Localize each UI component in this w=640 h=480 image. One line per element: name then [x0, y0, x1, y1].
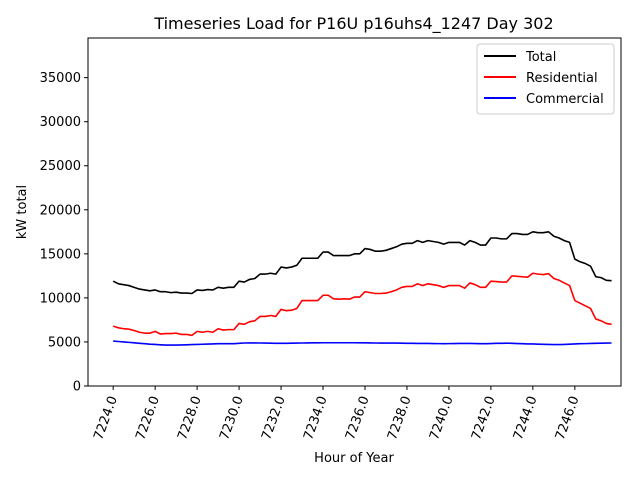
- x-tick-label: 7236.0: [343, 394, 373, 442]
- y-tick-label: 10000: [40, 291, 81, 306]
- x-tick-label: 7244.0: [511, 394, 541, 442]
- chart-title: Timeseries Load for P16U p16uhs4_1247 Da…: [153, 14, 553, 34]
- y-tick-label: 30000: [40, 115, 81, 130]
- y-tick-label: 35000: [40, 71, 81, 86]
- y-tick-label: 15000: [40, 247, 81, 262]
- x-tick-label: 7240.0: [427, 394, 457, 442]
- x-tick-label: 7226.0: [133, 394, 163, 442]
- series-line-commercial: [113, 340, 612, 346]
- legend-label-residential: Residential: [526, 71, 598, 86]
- y-tick-label: 25000: [40, 159, 81, 174]
- x-tick-label: 7234.0: [301, 394, 331, 442]
- x-tick-label: 7228.0: [175, 394, 205, 442]
- legend-label-commercial: Commercial: [526, 92, 604, 107]
- series-layer: [112, 231, 612, 346]
- legend-frame: [476, 43, 615, 115]
- x-tick-label: 7232.0: [259, 394, 289, 442]
- series-line-total: [112, 231, 612, 295]
- y-tick-label: 5000: [48, 335, 81, 350]
- x-axis-ticks: 7224.0 7226.0 7228.0 7230.0 7232.0 7234.0 7236…: [91, 386, 583, 442]
- x-tick-label: 7230.0: [217, 394, 247, 442]
- x-tick-label: 7238.0: [385, 394, 415, 442]
- x-tick-label: 7224.0: [91, 394, 121, 442]
- x-tick-label: 7242.0: [469, 394, 499, 442]
- y-axis-label: kW total: [15, 185, 30, 239]
- legend: Total Residential Commercial: [476, 43, 615, 115]
- series-line-residential: [112, 272, 612, 337]
- plot-area-frame: [87, 37, 622, 387]
- y-tick-label: 0: [73, 380, 81, 395]
- x-tick-label: 7246.0: [553, 394, 583, 442]
- legend-label-total: Total: [525, 50, 556, 65]
- x-axis-label: Hour of Year: [314, 451, 394, 466]
- y-tick-label: 20000: [40, 203, 81, 218]
- y-axis-ticks: 0 5000 10000 15000 20000 25000 30000 35000: [40, 71, 88, 395]
